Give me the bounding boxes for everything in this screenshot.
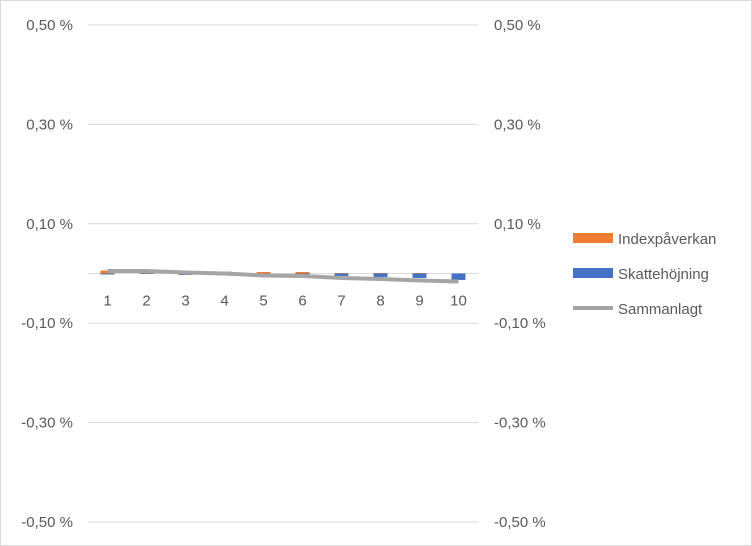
bar-indexpåverkan [334, 273, 349, 274]
legend-label: Sammanlagt [618, 301, 703, 318]
bar-indexpåverkan [373, 273, 388, 274]
legend-label: Indexpåverkan [618, 231, 716, 248]
legend-swatch [573, 268, 613, 278]
bar-skattehöjning [334, 273, 349, 276]
line-sammanlagt [107, 269, 459, 284]
y-tick-label-left: 0,30 % [26, 116, 73, 133]
x-tick-label: 10 [450, 293, 467, 310]
x-tick-label: 8 [376, 293, 384, 310]
x-tick-label: 2 [142, 293, 150, 310]
legend-swatch [573, 233, 613, 243]
y-tick-label-left: 0,50 % [26, 17, 73, 34]
x-tick-label: 9 [415, 293, 423, 310]
x-tick-label: 3 [181, 293, 189, 310]
bar-skattehöjning [100, 273, 115, 275]
y-tick-label-right: 0,50 % [494, 17, 541, 34]
bar-indexpåverkan [139, 273, 154, 274]
y-tick-label-left: -0,10 % [21, 315, 73, 332]
bar-skattehöjning [451, 273, 466, 280]
y-tick-label-left: 0,10 % [26, 216, 73, 233]
y-tick-label-right: 0,10 % [494, 216, 541, 233]
y-tick-label-right: -0,10 % [494, 315, 546, 332]
bar-indexpåverkan [295, 272, 310, 274]
y-tick-label-right: -0,30 % [494, 415, 546, 432]
y-tick-label-right: -0,50 % [494, 514, 546, 531]
y-tick-label-right: 0,30 % [494, 116, 541, 133]
legend-label: Skattehöjning [618, 266, 709, 283]
x-tick-label: 6 [298, 293, 306, 310]
x-tick-label: 5 [259, 293, 267, 310]
bar-indexpåverkan [412, 273, 427, 274]
bar-indexpåverkan [256, 272, 271, 274]
bar-skattehöjning [139, 273, 154, 274]
bar-skattehöjning [373, 273, 388, 277]
x-tick-label: 7 [337, 293, 345, 310]
x-tick-label: 4 [220, 293, 228, 310]
x-tick-label: 1 [103, 293, 111, 310]
bar-skattehöjning [412, 273, 427, 278]
y-tick-label-left: -0,30 % [21, 415, 73, 432]
y-tick-label-left: -0,50 % [21, 514, 73, 531]
